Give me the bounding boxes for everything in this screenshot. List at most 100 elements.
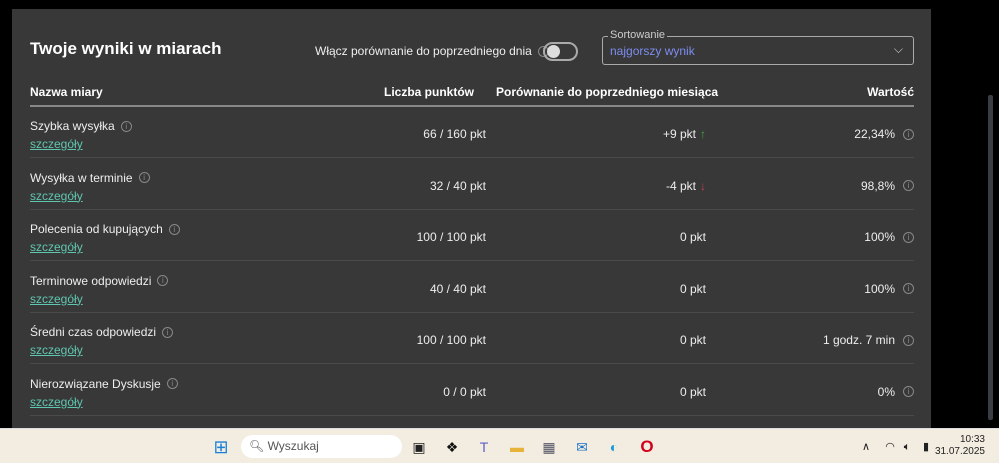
metric-name-text: Średni czas odpowiedzi [30, 325, 157, 339]
info-icon[interactable]: i [157, 275, 169, 286]
comparison-text: 0 pkt [679, 230, 706, 244]
metric-value-text: 100% [864, 230, 895, 244]
metric-value: 1 godz. 7 min i [823, 333, 914, 347]
compare-toggle-label: Włącz porównanie do poprzedniego dnia i [315, 44, 549, 58]
opera-icon[interactable]: O [640, 437, 654, 456]
comparison-text: 0 pkt [679, 333, 706, 347]
metric-value-text: 98,8% [860, 178, 895, 193]
info-icon[interactable]: i [903, 283, 914, 294]
scrollbar[interactable] [988, 95, 993, 420]
points: 32 / 40 pkt [429, 178, 486, 193]
teams-icon[interactable]: T [479, 439, 489, 455]
comparison-text: +9 pkt [662, 127, 696, 141]
edge-icon[interactable]: ◐ [609, 439, 619, 455]
info-icon[interactable]: i [168, 223, 180, 235]
details-link[interactable]: szczegóły [30, 188, 83, 203]
points: 0 / 0 pkt [443, 384, 486, 399]
metric-value: 0% i [878, 385, 914, 399]
details-link[interactable]: szczegóły [30, 240, 83, 254]
comparison: 0 pkt [680, 333, 706, 347]
metric-value-text: 22,34% [854, 127, 895, 141]
info-icon[interactable]: i [120, 120, 132, 132]
column-header-comparison: Porównanie do poprzedniego miesiąca [496, 85, 719, 99]
sort-value: najgorszy wynik [610, 44, 695, 58]
table-row: Wysyłka w terminie i szczegóły 32 / 40 pk… [30, 159, 914, 210]
file-explorer-icon[interactable]: ▬ [510, 439, 524, 455]
metric-name-text: Polecenia od kupujących [30, 222, 163, 236]
metric-name: Polecenia od kupujących i [30, 222, 180, 236]
time: 10:33 [959, 434, 985, 445]
metric-name: Szybka wysyłka i [30, 119, 132, 133]
info-icon[interactable]: i [903, 386, 914, 397]
comparison-text: 0 pkt [679, 384, 706, 399]
volume-icon[interactable]: 🔈︎ [903, 441, 911, 453]
battery-icon[interactable]: ▮ [922, 441, 930, 453]
points: 100 / 100 pkt [416, 333, 486, 347]
taskbar: ⊞ 🔍︎ Wyszukaj ▣ ❖ T ▬ ▦ ✉ ◐ O ∧ ◠ 🔈︎ ▮ 1… [0, 428, 999, 463]
points: 100 / 100 pkt [416, 230, 486, 244]
table-row: Średni czas odpowiedzi i szczegóły 100 / … [30, 313, 914, 364]
compare-label: Włącz porównanie do poprzedniego dnia [315, 44, 532, 58]
metric-name-text: Wysyłka w terminie [30, 170, 133, 185]
table-row: Szybka wysyłka i szczegóły 66 / 160 pkt +… [30, 107, 914, 158]
comparison-text: 0 pkt [679, 281, 706, 296]
metric-value-text: 100% [864, 281, 895, 296]
column-header-name: Nazwa miary [30, 85, 103, 99]
sort-select[interactable]: Sortowanie najgorszy wynik ⌵ [602, 29, 914, 65]
wifi-icon[interactable]: ◠ [885, 441, 895, 453]
comparison: 0 pkt [680, 385, 706, 399]
comparison: 0 pkt [680, 230, 706, 244]
table-row: Polecenia od kupujących i szczegóły 100 /… [30, 210, 914, 261]
info-icon[interactable]: i [162, 326, 174, 338]
table-row: Nierozwiązane Dyskusje i szczegóły 0 / 0 … [30, 365, 914, 416]
details-link[interactable]: szczegóły [30, 343, 83, 357]
comparison: +9 pkt ↑ [663, 127, 706, 141]
metric-name-text: Nierozwiązane Dyskusje [30, 376, 161, 391]
info-icon[interactable]: i [903, 180, 914, 191]
metrics-panel: Twoje wyniki w miarach Włącz porównanie … [12, 9, 931, 429]
task-view-icon[interactable]: ▣ [412, 439, 426, 455]
date: 31.07.2025 [934, 446, 985, 457]
metric-name-text: Terminowe odpowiedzi [30, 273, 152, 288]
compare-toggle[interactable] [543, 42, 578, 61]
calculator-icon[interactable]: ▦ [542, 439, 556, 455]
header-divider [30, 105, 914, 107]
metric-name: Wysyłka w terminie i [30, 171, 150, 185]
table-row: Terminowe odpowiedzi i szczegóły 40 / 40 … [30, 262, 914, 313]
clock[interactable]: 10:33 31.07.2025 [935, 434, 985, 458]
comparison: 0 pkt [680, 282, 706, 296]
details-link[interactable]: szczegóły [30, 394, 83, 409]
search-placeholder: Wyszukaj [267, 439, 319, 453]
taskbar-search[interactable]: 🔍︎ Wyszukaj [241, 435, 402, 458]
column-header-value: Wartość [867, 85, 914, 99]
sort-label: Sortowanie [608, 29, 668, 41]
metric-name: Średni czas odpowiedzi i [30, 325, 174, 339]
windows-start-icon[interactable]: ⊞ [213, 437, 229, 457]
metric-name-text: Szybka wysyłka [30, 119, 115, 133]
info-icon[interactable]: i [903, 231, 914, 243]
info-icon[interactable]: i [903, 334, 914, 346]
metric-name: Terminowe odpowiedzi i [30, 273, 169, 288]
metric-value: 100% i [864, 230, 914, 244]
chevron-down-icon: ⌵ [893, 42, 903, 56]
info-icon[interactable]: i [138, 172, 150, 183]
info-icon[interactable]: i [903, 128, 914, 140]
details-link[interactable]: szczegóły [30, 137, 83, 151]
metric-value: 22,34% i [854, 127, 914, 141]
info-icon[interactable]: i [166, 378, 178, 389]
comparison: -4 pkt ↓ [666, 179, 706, 193]
chevron-up-icon[interactable]: ∧ [861, 441, 871, 453]
column-header-points: Liczba punktów [384, 85, 474, 99]
dropbox-icon[interactable]: ❖ [445, 439, 459, 455]
metric-value-text: 0% [877, 384, 895, 399]
metric-name: Nierozwiązane Dyskusje i [30, 377, 178, 391]
metric-value: 100% i [864, 282, 914, 296]
points: 66 / 160 pkt [423, 127, 486, 141]
arrow-down-icon: ↓ [700, 178, 706, 193]
mail-icon[interactable]: ✉ [576, 439, 588, 455]
points: 40 / 40 pkt [429, 281, 486, 296]
comparison-text: -4 pkt [665, 178, 696, 193]
details-link[interactable]: szczegóły [30, 291, 83, 306]
arrow-up-icon: ↑ [700, 127, 706, 141]
page-title: Twoje wyniki w miarach [30, 39, 222, 58]
